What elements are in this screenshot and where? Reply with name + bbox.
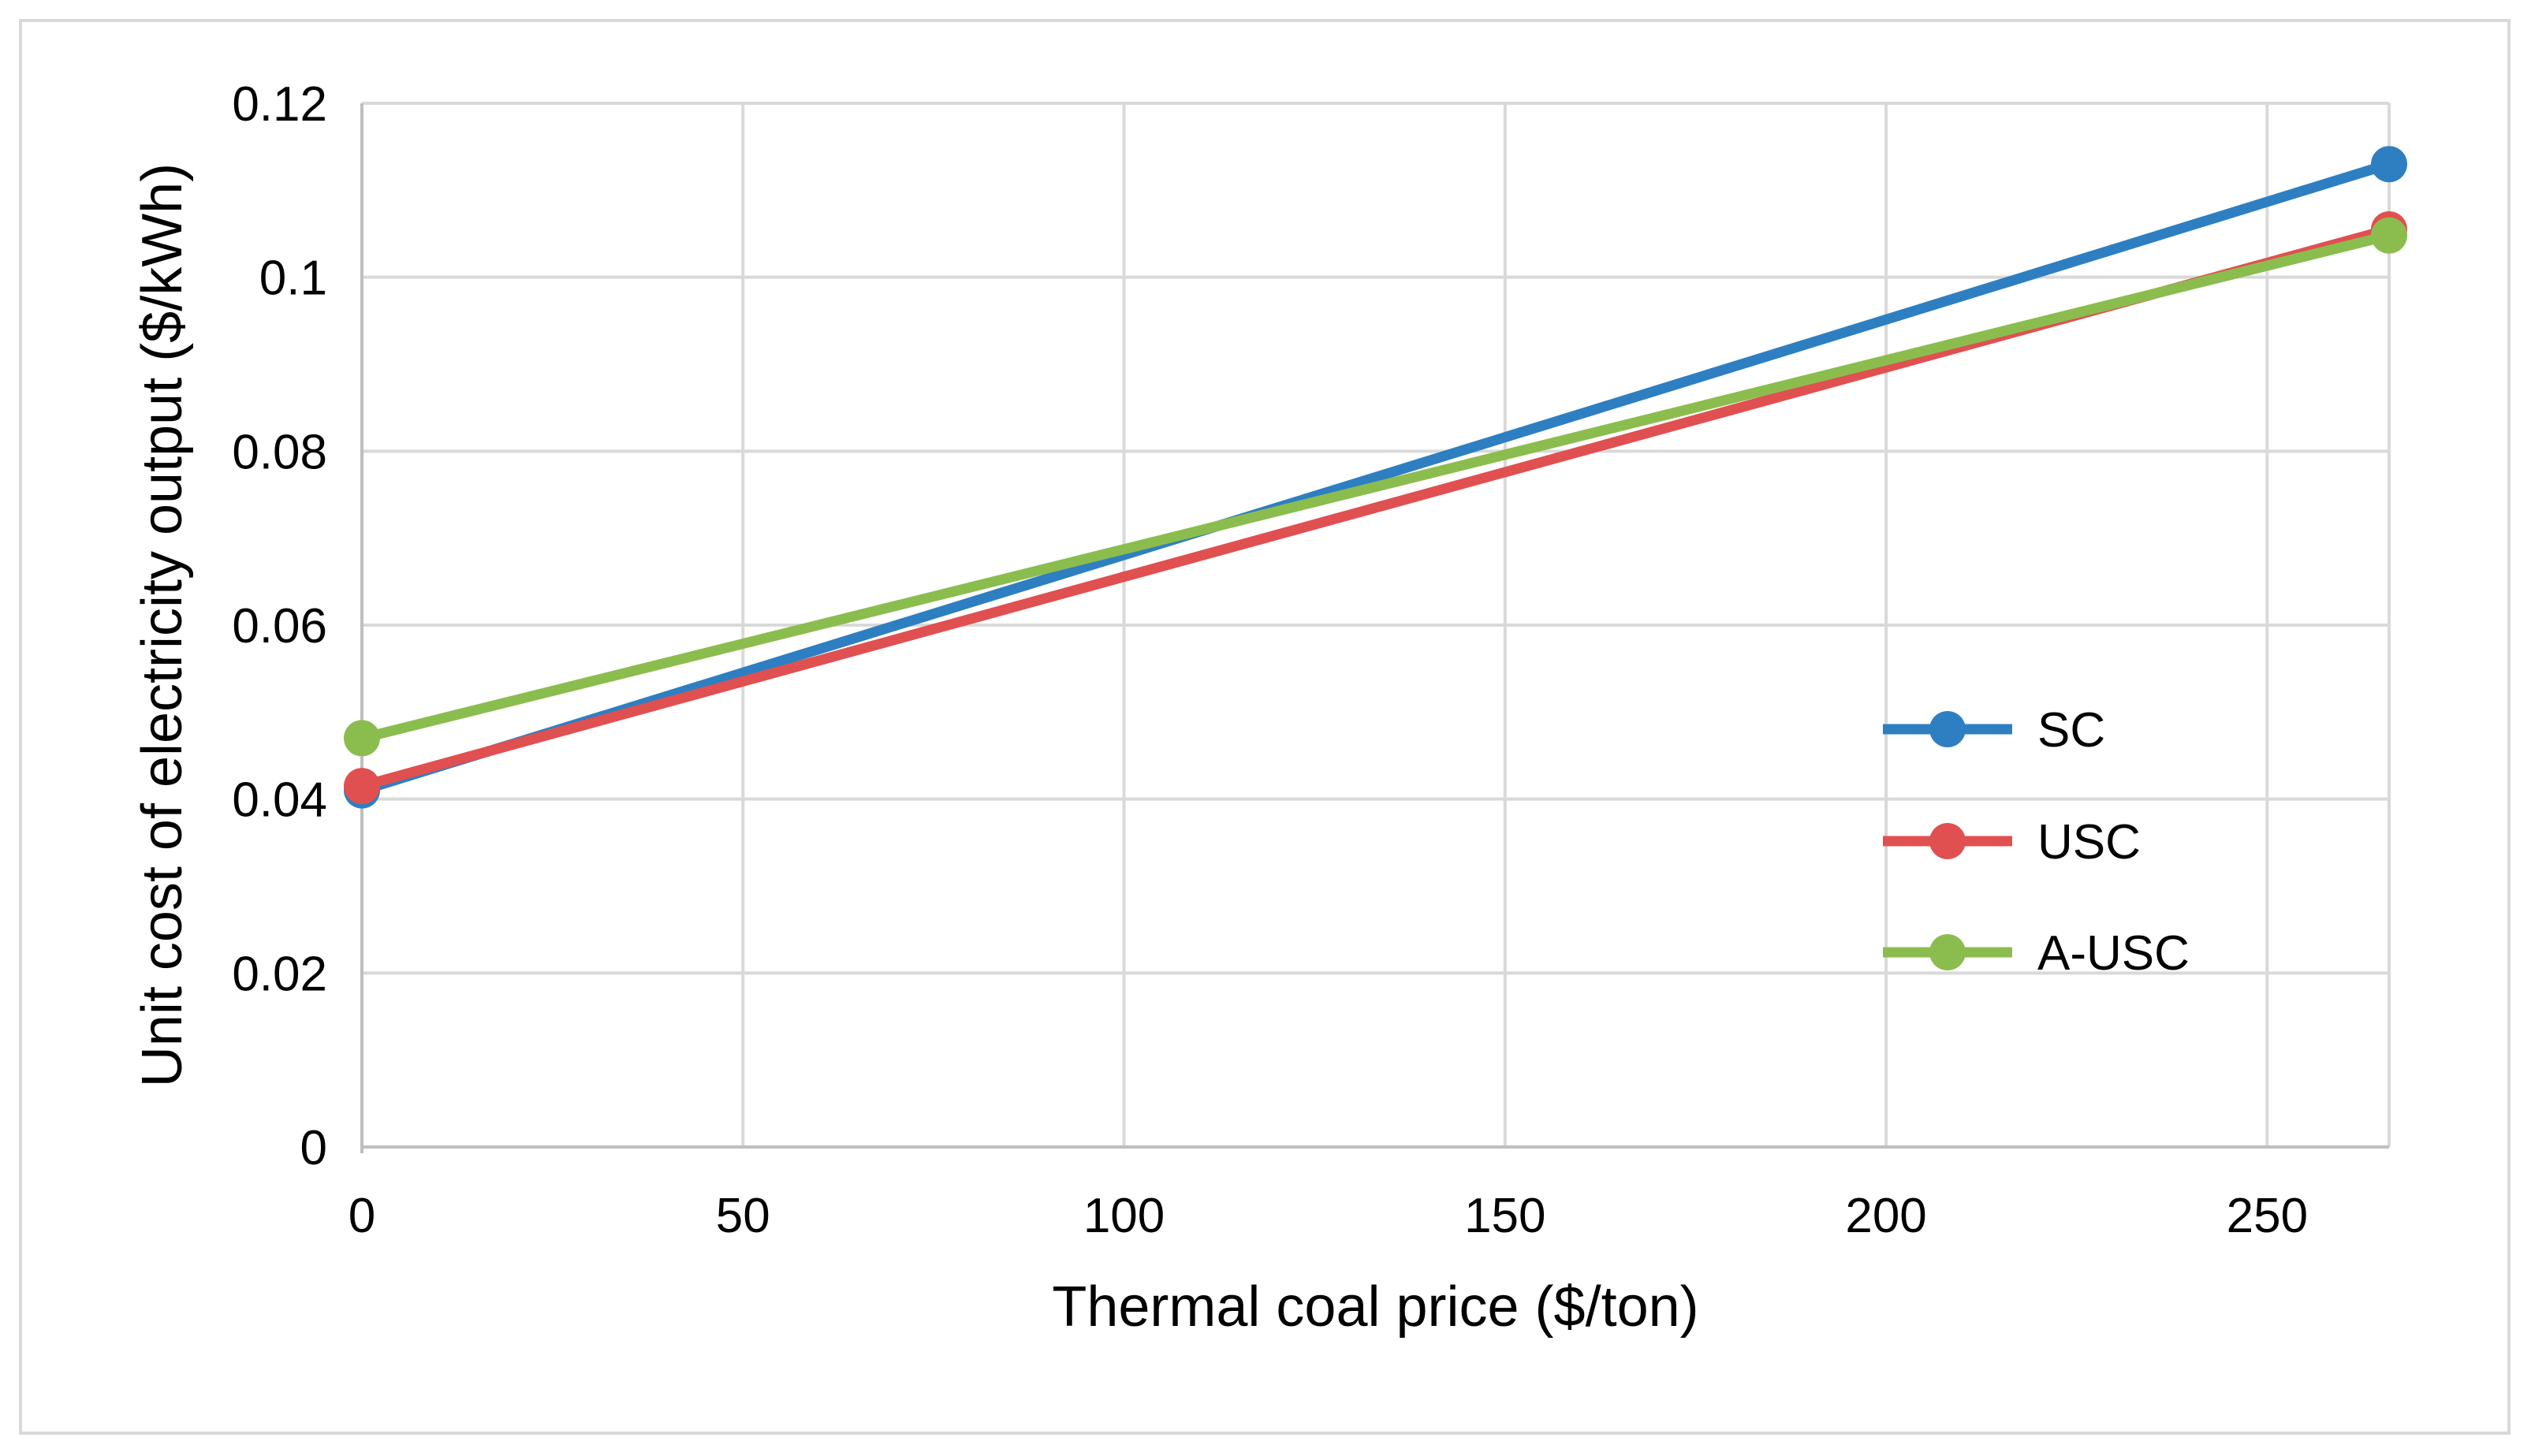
x-tick-label: 100 (1083, 1189, 1165, 1243)
data-point-usc (344, 768, 380, 805)
series-line-sc (356, 158, 2395, 796)
x-tick-label: 200 (1845, 1189, 1926, 1243)
line-chart: 00.020.040.060.080.10.120 50 100 150 200 250 … (131, 77, 2407, 1339)
series-line-a-usc (356, 230, 2395, 743)
legend-label-sc: SC (2037, 703, 2105, 758)
y-axis-title: Unit cost of electricity output ($/kWh) (131, 163, 194, 1087)
x-tick-label: 150 (1464, 1189, 1545, 1243)
y-tick-label: 0.12 (232, 77, 327, 132)
data-point-a-usc (2371, 217, 2407, 254)
legend-marker-usc (1929, 823, 1966, 859)
y-tick-label: 0.06 (232, 599, 327, 654)
x-tick-label: 0 (349, 1189, 375, 1243)
x-tick-label: 50 (716, 1189, 770, 1243)
y-tick-label: 0.02 (232, 947, 327, 1001)
grid-layer (362, 102, 2391, 1147)
legend: SC USC A-USC (1883, 703, 2190, 981)
data-point-sc (2371, 146, 2407, 183)
legend-label-usc: USC (2037, 815, 2141, 870)
x-axis-title: Thermal coal price ($/ton) (1052, 1275, 1698, 1339)
legend-marker-a-usc (1929, 934, 1966, 970)
y-tick-label: 0.04 (232, 773, 327, 828)
series-layer (344, 146, 2407, 809)
data-point-a-usc (344, 720, 380, 757)
legend-label-a-usc: A-USC (2037, 926, 2190, 981)
y-tick-label: 0.1 (259, 251, 327, 306)
legend-marker-sc (1929, 711, 1966, 747)
chart-frame: 0 0.02 0.04 0.06 0.08 0.1 0.12 0 50 100 150 200 250 … (19, 19, 2510, 1435)
axis-layer: 0 0.02 0.04 0.06 0.08 0.1 0.12 0 50 100 150 200 250 (232, 77, 2389, 1243)
y-tick-label: 0.08 (232, 425, 327, 479)
y-tick-label: 0 (300, 1121, 327, 1175)
x-tick-label: 250 (2227, 1189, 2308, 1243)
